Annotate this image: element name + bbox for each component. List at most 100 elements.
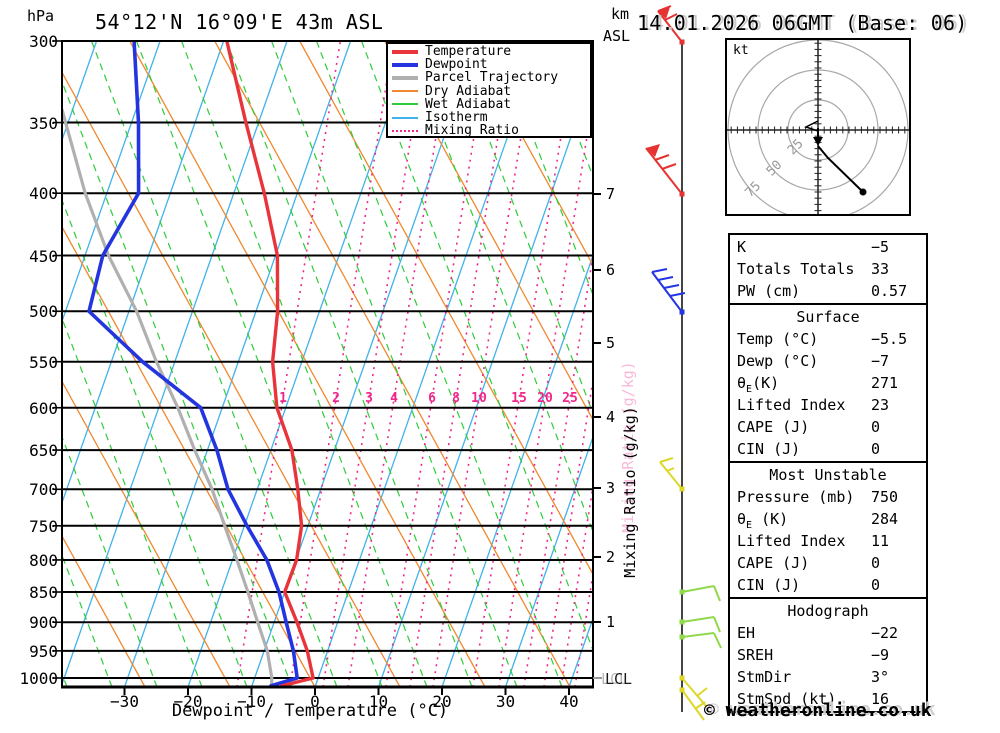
table-section-header: Surface bbox=[796, 308, 860, 326]
indices-table-section: Surface Temp (°C) −5.5 Dewp (°C) −7 θE(K) 271 L… bbox=[728, 303, 928, 463]
legend-entry-label: Dry Adiabat bbox=[425, 83, 512, 99]
dewpoint-curve bbox=[87, 41, 300, 688]
km-tick-label: 5 bbox=[606, 334, 616, 352]
mixing-ratio-axis-label: Mixing Ratio (g/kg) bbox=[621, 406, 639, 578]
table-row-label: CIN (J) bbox=[737, 576, 801, 594]
table-row-label: CAPE (J) bbox=[737, 554, 810, 572]
table-row: CIN (J) 0 bbox=[730, 574, 926, 596]
table-row-label: CAPE (J) bbox=[737, 418, 810, 436]
dry-adiabat-line bbox=[469, 41, 593, 267]
table-row-value: −5.5 bbox=[871, 330, 908, 348]
pressure-tick-label: 900 bbox=[29, 613, 58, 633]
dewpoint-line-swatch-icon bbox=[392, 62, 418, 67]
isotherm-line bbox=[62, 41, 225, 505]
table-section-header: Most Unstable bbox=[769, 466, 887, 484]
pressure-tick-label: 800 bbox=[29, 550, 58, 570]
wet-adiabat-line bbox=[135, 41, 383, 688]
table-row-value: 0 bbox=[871, 576, 881, 594]
table-row: Lifted Index 11 bbox=[730, 530, 926, 552]
table-row-value: −22 bbox=[871, 624, 899, 642]
pressure-tick-label: 600 bbox=[29, 398, 58, 418]
isotherm-line bbox=[377, 72, 593, 688]
wet-adiabat-line bbox=[90, 41, 338, 688]
hodograph-kt-unit-label: kt bbox=[733, 43, 749, 58]
x-axis-title: Dewpoint / Temperature (°C) bbox=[171, 701, 449, 721]
wind-barb-icon bbox=[679, 632, 722, 649]
parcel-trajectory-line-swatch-icon bbox=[392, 75, 418, 80]
legend-entry-label: Dewpoint bbox=[425, 57, 488, 73]
table-row: Pressure (mb) 750 bbox=[730, 486, 926, 508]
mixing-ratio-value-label: 1 bbox=[279, 391, 287, 406]
legend-entry-label: Parcel Trajectory bbox=[425, 70, 559, 86]
table-row-value: 0 bbox=[871, 554, 881, 572]
table-row: Dewp (°C) −7 bbox=[730, 350, 926, 372]
temperature-curve bbox=[225, 41, 315, 688]
mixing-ratio-value-label: 4 bbox=[390, 391, 398, 406]
table-row-label: K bbox=[737, 238, 747, 256]
temp-tick-label: 10 bbox=[368, 692, 389, 711]
hodograph-border bbox=[725, 38, 911, 216]
pressure-tick-label: 550 bbox=[29, 352, 58, 372]
table-row: SREH −9 bbox=[730, 644, 926, 666]
table-row-label: PW (cm) bbox=[737, 282, 801, 300]
isotherm-line bbox=[123, 41, 352, 688]
wind-barb-icon bbox=[679, 616, 721, 633]
wind-barb-icon bbox=[679, 585, 721, 602]
legend-entry: Wet Adiabat bbox=[388, 98, 590, 111]
table-row-label: Temp (°C) bbox=[737, 330, 819, 348]
table-row: StmDir 3° bbox=[730, 666, 926, 688]
pressure-tick-label: 850 bbox=[29, 583, 58, 602]
table-row: Totals Totals 33 bbox=[730, 258, 926, 280]
legend-entry: Isotherm bbox=[388, 111, 590, 124]
temp-tick-label: 40 bbox=[559, 692, 579, 711]
dry-adiabat-line-swatch-icon bbox=[392, 90, 418, 93]
dry-adiabat-line bbox=[129, 41, 486, 688]
legend-entry: Mixing Ratio bbox=[388, 124, 590, 137]
km-tick-label: 6 bbox=[606, 261, 616, 279]
table-row: Lifted Index 23 bbox=[730, 394, 926, 416]
copyright: © weatheronline.co.uk bbox=[704, 700, 932, 721]
hodograph-trace bbox=[804, 120, 819, 132]
wind-barb-column bbox=[645, 5, 722, 721]
table-row-value: 23 bbox=[871, 396, 890, 414]
indices-table-section: K −5 Totals Totals 33 PW (cm) 0.57 bbox=[728, 233, 928, 305]
mixing-ratio-value-label: 8 bbox=[452, 391, 460, 406]
table-row-value: 0 bbox=[871, 418, 881, 436]
table-row-label: Lifted Index bbox=[737, 532, 846, 550]
table-row-label: θE (K) bbox=[737, 510, 789, 531]
wind-barb-icon bbox=[645, 144, 685, 197]
table-row-label: Totals Totals bbox=[737, 260, 855, 278]
wet-adiabat-line-swatch-icon bbox=[392, 103, 418, 106]
table-row-value: 0 bbox=[871, 440, 881, 458]
legend-entry: Dry Adiabat bbox=[388, 85, 590, 98]
legend-entry: Dewpoint bbox=[388, 58, 590, 71]
table-row: CAPE (J) 0 bbox=[730, 552, 926, 574]
temp-tick-label: −10 bbox=[237, 692, 266, 711]
dry-adiabat-line bbox=[299, 41, 593, 576]
table-row-value: 271 bbox=[871, 374, 899, 392]
legend-entry-label: Isotherm bbox=[425, 110, 488, 126]
pressure-tick-label: 500 bbox=[29, 302, 58, 322]
table-row-value: 750 bbox=[871, 488, 899, 506]
km-tick-label: 7 bbox=[606, 185, 616, 203]
mixing-ratio-value-label: 20 bbox=[537, 391, 553, 406]
temp-tick-label: 30 bbox=[495, 692, 516, 711]
pressure-tick-label: 650 bbox=[29, 441, 58, 461]
dry-adiabat-line bbox=[384, 41, 593, 422]
temp-tick-label: 20 bbox=[432, 692, 452, 711]
table-row: Temp (°C) −5.5 bbox=[730, 328, 926, 350]
table-row: PW (cm) 0.57 bbox=[730, 280, 926, 302]
temp-tick-label: −20 bbox=[173, 692, 203, 711]
table-row-label: SREH bbox=[737, 646, 774, 664]
table-row-value: −7 bbox=[871, 352, 890, 370]
table-row-value: 16 bbox=[871, 690, 890, 708]
km-unit-label: km bbox=[611, 5, 630, 23]
dry-adiabat-line bbox=[62, 71, 401, 688]
lcl-label: LCL bbox=[605, 670, 633, 688]
legend-entry-label: Temperature bbox=[425, 44, 512, 60]
mixing-ratio-value-label: 10 bbox=[471, 391, 487, 406]
pressure-tick-label: 400 bbox=[29, 184, 58, 204]
